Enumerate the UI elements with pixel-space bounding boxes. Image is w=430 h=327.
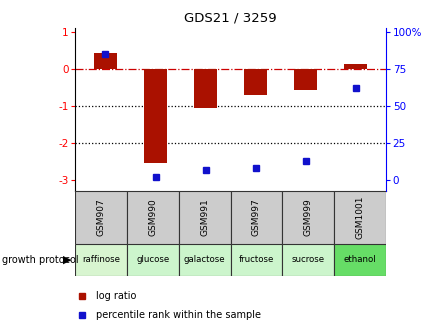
Bar (333, 244, 385, 276)
Bar (75, 244, 127, 276)
Text: percentile rank within the sample: percentile rank within the sample (95, 310, 260, 320)
Text: GSM997: GSM997 (252, 198, 260, 236)
Text: log ratio: log ratio (95, 291, 135, 301)
Bar (333, 191, 385, 244)
Bar (127, 244, 178, 276)
Bar (282, 244, 333, 276)
Text: sucrose: sucrose (291, 255, 324, 265)
Bar (75, 191, 127, 244)
Text: GSM999: GSM999 (303, 198, 312, 236)
Bar (94, 53, 117, 69)
Text: GDS21 / 3259: GDS21 / 3259 (184, 11, 276, 25)
Text: GSM991: GSM991 (200, 198, 209, 236)
Text: GSM990: GSM990 (148, 198, 157, 236)
Bar (178, 191, 230, 244)
Text: ethanol: ethanol (343, 255, 375, 265)
Bar (144, 69, 166, 164)
Bar (282, 191, 333, 244)
Text: GSM907: GSM907 (97, 198, 105, 236)
Text: GSM1001: GSM1001 (355, 196, 363, 239)
Text: ▶: ▶ (62, 255, 71, 265)
Text: glucose: glucose (136, 255, 169, 265)
Bar (127, 191, 178, 244)
Text: growth protocol: growth protocol (2, 255, 79, 265)
Bar (230, 191, 282, 244)
Bar (344, 64, 366, 69)
Text: galactose: galactose (184, 255, 225, 265)
Bar (230, 244, 282, 276)
Bar (244, 69, 266, 95)
Bar (178, 244, 230, 276)
Bar (294, 69, 316, 90)
Text: raffinose: raffinose (82, 255, 120, 265)
Bar (194, 69, 216, 108)
Text: fructose: fructose (238, 255, 273, 265)
